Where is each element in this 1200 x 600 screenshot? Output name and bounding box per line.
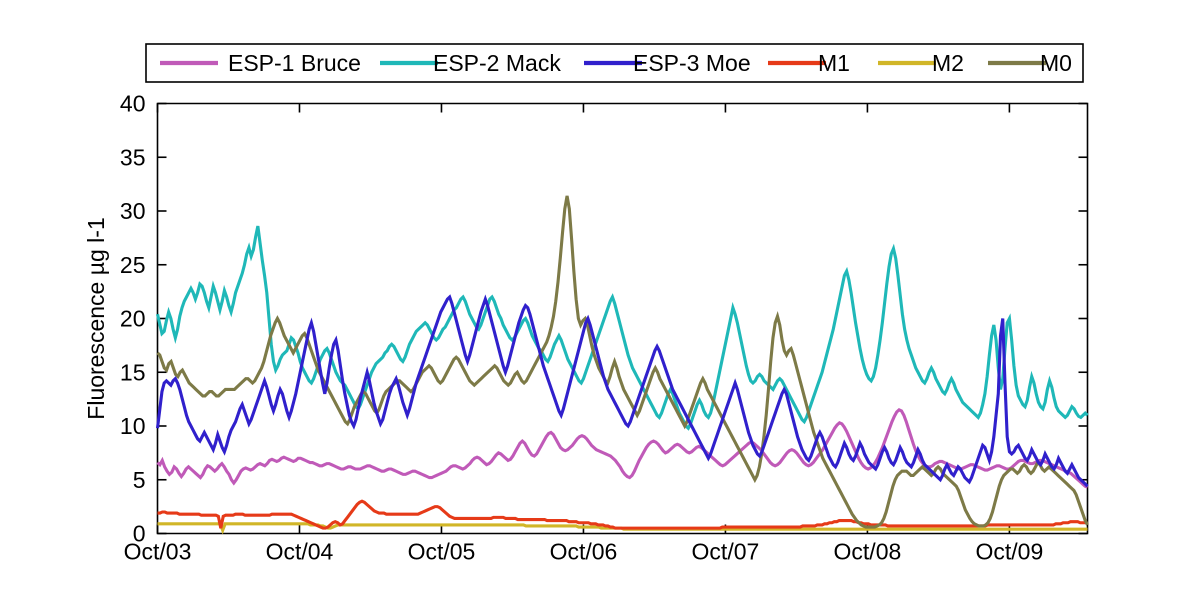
- y-tick-label: 5: [133, 467, 146, 493]
- legend-label: M2: [932, 50, 964, 76]
- legend-item-esp-3-moe[interactable]: ESP-3 Moe: [584, 50, 751, 76]
- legend-item-esp-2-mack[interactable]: ESP-2 Mack: [380, 50, 561, 76]
- series-line-esp-2-mack: [155, 225, 1089, 431]
- x-tick-label: Oct/04: [266, 539, 334, 565]
- x-axis-ticks: Oct/03 Oct/04 Oct/05 Oct/06 Oct/07 Oct/08 Oct/…: [124, 103, 1044, 565]
- series-line-m0: [156, 195, 1089, 529]
- y-tick-label: 10: [120, 413, 146, 439]
- series-line-esp-3-moe: [155, 294, 1089, 488]
- chart-legend[interactable]: ESP-1 Bruce ESP-2 Mack ESP-3 Moe M1 M2 M0: [145, 43, 1084, 83]
- y-tick-label: 30: [120, 198, 146, 224]
- y-axis-title: Fluorescence µg l-1: [83, 217, 109, 419]
- axes-frame: [156, 102, 1089, 535]
- x-tick-label: Oct/05: [408, 539, 476, 565]
- y-tick-label: 25: [120, 252, 146, 278]
- legend-label: ESP-1 Bruce: [228, 50, 361, 76]
- series-line-esp-1-bruce: [156, 408, 1089, 489]
- y-tick-label: 15: [120, 359, 146, 385]
- y-axis-label: Fluorescence µg l-1: [83, 217, 109, 419]
- y-tick-label: 40: [120, 91, 146, 117]
- x-tick-label: Oct/08: [834, 539, 902, 565]
- x-tick-label: Oct/06: [550, 539, 618, 565]
- legend-item-m2[interactable]: M2: [878, 50, 964, 76]
- legend-label: ESP-2 Mack: [433, 50, 561, 76]
- legend-item-m0[interactable]: M0: [988, 50, 1072, 76]
- legend-item-m1[interactable]: M1: [768, 50, 850, 76]
- legend-label: ESP-3 Moe: [633, 50, 751, 76]
- legend-label: M0: [1040, 50, 1072, 76]
- y-axis-ticks: 0 5 10 15 20 25 30 35 40: [120, 91, 1088, 547]
- y-tick-label: 0: [133, 521, 146, 547]
- legend-item-esp-1-bruce[interactable]: ESP-1 Bruce: [160, 50, 361, 76]
- y-tick-label: 20: [120, 306, 146, 332]
- series-lines: [155, 195, 1089, 535]
- legend-label: M1: [818, 50, 850, 76]
- x-tick-label: Oct/07: [692, 539, 760, 565]
- x-tick-label: Oct/03: [124, 539, 192, 565]
- x-tick-label: Oct/09: [976, 539, 1044, 565]
- series-line-m1: [157, 499, 1088, 530]
- y-tick-label: 35: [120, 144, 146, 170]
